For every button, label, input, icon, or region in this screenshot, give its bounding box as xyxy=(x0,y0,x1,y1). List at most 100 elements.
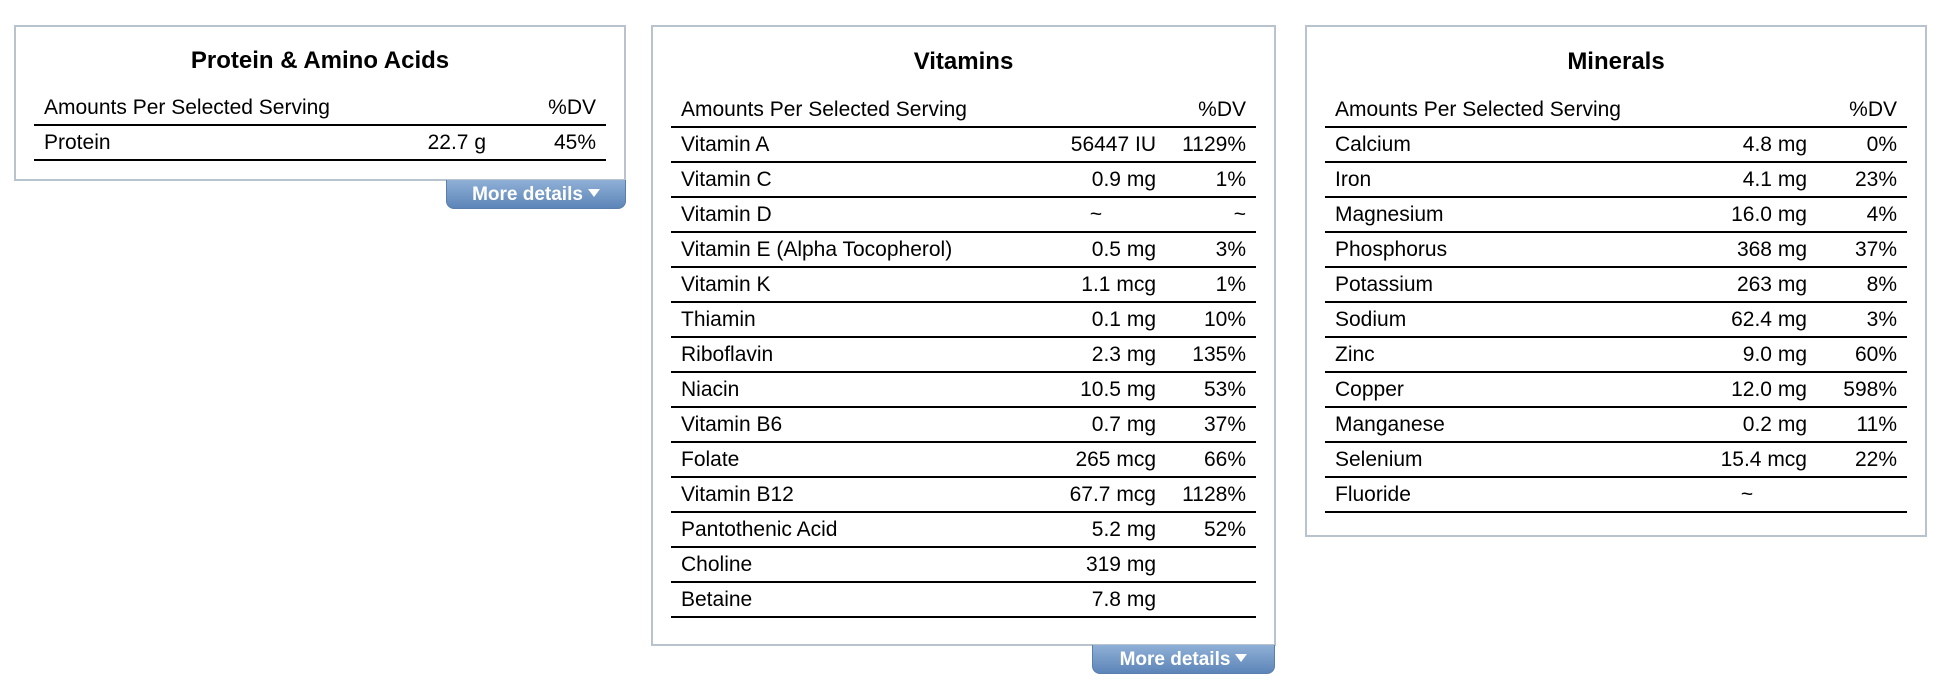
vitamins-panel-title: Vitamins xyxy=(913,48,1014,75)
nutrient-name: Sodium xyxy=(1325,302,1677,338)
nutrient-name: Vitamin D xyxy=(671,197,1026,233)
vitamins-table: Amounts Per Selected Serving %DV Vitamin… xyxy=(671,93,1256,618)
nutrient-name: Vitamin K xyxy=(671,267,1026,303)
nutrient-amount: 5.2 mg xyxy=(1026,512,1166,548)
nutrient-name: Protein xyxy=(34,125,376,161)
table-row: Choline 319 mg xyxy=(671,547,1256,583)
nutrient-dv: 598% xyxy=(1817,372,1907,408)
nutrient-dv: 1129% xyxy=(1166,127,1256,163)
nutrient-amount: 1.1 mcg xyxy=(1026,267,1166,303)
nutrient-dv: 3% xyxy=(1817,302,1907,338)
nutrient-name: Vitamin A xyxy=(671,127,1026,163)
dv-header: %DV xyxy=(1166,93,1256,128)
nutrient-name: Copper xyxy=(1325,372,1677,408)
protein-more-details-button[interactable]: More details xyxy=(446,180,626,209)
nutrient-dv: ~ xyxy=(1166,197,1256,233)
table-row: Folate 265 mcg 66% xyxy=(671,442,1256,478)
nutrient-name: Calcium xyxy=(1325,127,1677,163)
nutrient-dv: 1% xyxy=(1166,162,1256,198)
table-header-row: Amounts Per Selected Serving %DV xyxy=(1325,93,1907,128)
table-row: Copper 12.0 mg 598% xyxy=(1325,372,1907,408)
table-row: Zinc 9.0 mg 60% xyxy=(1325,337,1907,373)
nutrient-amount: 368 mg xyxy=(1677,232,1817,268)
more-details-label: More details xyxy=(1119,649,1231,670)
table-row: Pantothenic Acid 5.2 mg 52% xyxy=(671,512,1256,548)
minerals-panel-title: Minerals xyxy=(1567,48,1665,75)
nutrient-amount: ~ xyxy=(1026,197,1166,233)
nutrient-dv: 37% xyxy=(1166,407,1256,443)
table-header-row: Amounts Per Selected Serving %DV xyxy=(34,91,606,126)
nutrient-name: Zinc xyxy=(1325,337,1677,373)
nutrient-amount: 4.1 mg xyxy=(1677,162,1817,198)
table-row: Vitamin B6 0.7 mg 37% xyxy=(671,407,1256,443)
nutrient-amount: 263 mg xyxy=(1677,267,1817,303)
protein-panel: Protein & Amino Acids Amounts Per Select… xyxy=(14,25,626,181)
table-header-row: Amounts Per Selected Serving %DV xyxy=(671,93,1256,128)
more-details-label: More details xyxy=(472,184,583,205)
table-row: Sodium 62.4 mg 3% xyxy=(1325,302,1907,338)
caret-down-icon xyxy=(1235,653,1248,662)
nutrient-name: Riboflavin xyxy=(671,337,1026,373)
vitamins-panel: Vitamins Amounts Per Selected Serving %D… xyxy=(651,25,1276,646)
table-row: Vitamin D ~ ~ xyxy=(671,197,1256,233)
nutrient-dv xyxy=(1166,547,1256,583)
nutrient-amount: 2.3 mg xyxy=(1026,337,1166,373)
amount-column-header xyxy=(1677,93,1817,128)
table-row: Potassium 263 mg 8% xyxy=(1325,267,1907,303)
nutrient-amount: 0.5 mg xyxy=(1026,232,1166,268)
nutrient-name: Iron xyxy=(1325,162,1677,198)
nutrient-amount: 4.8 mg xyxy=(1677,127,1817,163)
nutrient-amount: 9.0 mg xyxy=(1677,337,1817,373)
vitamins-more-details-button[interactable]: More details xyxy=(1092,645,1275,674)
caret-down-icon xyxy=(587,188,600,197)
table-row: Niacin 10.5 mg 53% xyxy=(671,372,1256,408)
amounts-header: Amounts Per Selected Serving xyxy=(34,91,376,126)
nutrient-amount: 15.4 mcg xyxy=(1677,442,1817,478)
nutrient-name: Folate xyxy=(671,442,1026,478)
nutrient-name: Vitamin B12 xyxy=(671,477,1026,513)
nutrient-amount: 22.7 g xyxy=(376,125,496,161)
table-row: Iron 4.1 mg 23% xyxy=(1325,162,1907,198)
nutrient-amount: 0.2 mg xyxy=(1677,407,1817,443)
nutrient-name: Thiamin xyxy=(671,302,1026,338)
amount-column-header xyxy=(1026,93,1166,128)
nutrient-amount: 56447 IU xyxy=(1026,127,1166,163)
nutrient-name: Vitamin B6 xyxy=(671,407,1026,443)
minerals-table: Amounts Per Selected Serving %DV Calcium… xyxy=(1325,93,1907,513)
table-row: Vitamin C 0.9 mg 1% xyxy=(671,162,1256,198)
nutrient-dv: 60% xyxy=(1817,337,1907,373)
amounts-header: Amounts Per Selected Serving xyxy=(671,93,1026,128)
nutrient-name: Magnesium xyxy=(1325,197,1677,233)
nutrient-name: Manganese xyxy=(1325,407,1677,443)
table-row: Vitamin K 1.1 mcg 1% xyxy=(671,267,1256,303)
nutrient-name: Pantothenic Acid xyxy=(671,512,1026,548)
nutrient-dv: 66% xyxy=(1166,442,1256,478)
nutrient-dv: 45% xyxy=(496,125,606,161)
table-row: Vitamin E (Alpha Tocopherol) 0.5 mg 3% xyxy=(671,232,1256,268)
nutrient-amount: 0.1 mg xyxy=(1026,302,1166,338)
table-row: Calcium 4.8 mg 0% xyxy=(1325,127,1907,163)
dv-header: %DV xyxy=(1817,93,1907,128)
protein-panel-title: Protein & Amino Acids xyxy=(190,47,450,74)
nutrient-dv: 37% xyxy=(1817,232,1907,268)
protein-table: Amounts Per Selected Serving %DV Protein… xyxy=(34,91,606,161)
nutrient-name: Vitamin C xyxy=(671,162,1026,198)
nutrient-dv: 22% xyxy=(1817,442,1907,478)
dv-header: %DV xyxy=(496,91,606,126)
table-row: Selenium 15.4 mcg 22% xyxy=(1325,442,1907,478)
nutrient-name: Niacin xyxy=(671,372,1026,408)
nutrient-amount: 12.0 mg xyxy=(1677,372,1817,408)
nutrient-name: Phosphorus xyxy=(1325,232,1677,268)
nutrient-dv: 11% xyxy=(1817,407,1907,443)
nutrient-name: Potassium xyxy=(1325,267,1677,303)
nutrient-amount: 62.4 mg xyxy=(1677,302,1817,338)
nutrient-dv: 3% xyxy=(1166,232,1256,268)
nutrient-dv: 23% xyxy=(1817,162,1907,198)
nutrient-dv: 0% xyxy=(1817,127,1907,163)
nutrient-name: Fluoride xyxy=(1325,477,1677,513)
table-row: Protein 22.7 g 45% xyxy=(34,125,606,161)
nutrient-dv: 10% xyxy=(1166,302,1256,338)
nutrient-dv: 135% xyxy=(1166,337,1256,373)
nutrient-amount: ~ xyxy=(1677,477,1817,513)
nutrient-dv: 53% xyxy=(1166,372,1256,408)
